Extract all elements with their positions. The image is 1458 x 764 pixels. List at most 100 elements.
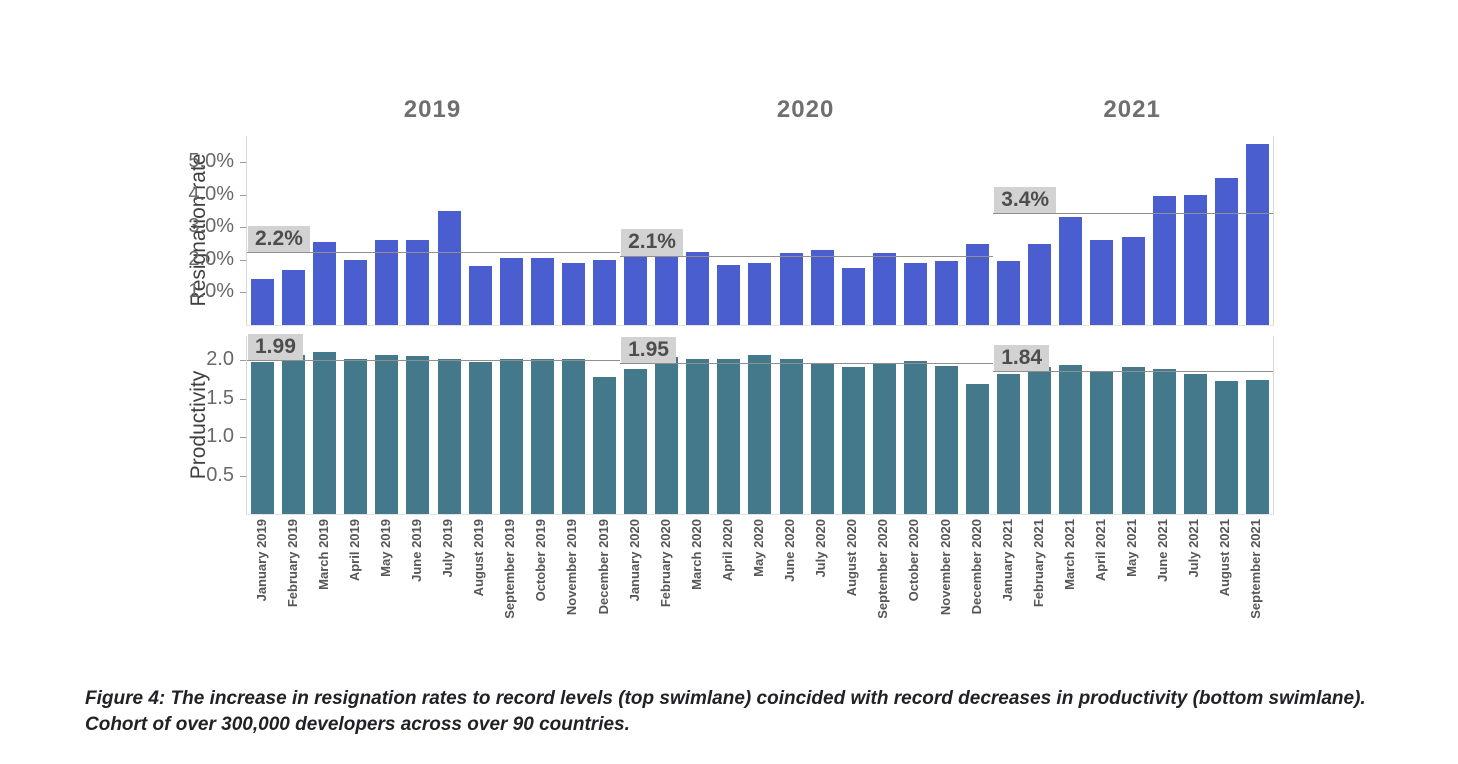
resignation-bar [561,263,585,325]
resignation-ytick-mark [240,292,246,294]
x-tick-label: August 2019 [471,519,487,597]
resignation-ytick-mark [240,194,246,196]
productivity-bar [313,352,337,514]
productivity-ytick-label: 1.5 [206,386,234,409]
productivity-bar [375,354,399,514]
resignation-bar [748,263,772,325]
productivity-bar [530,358,554,514]
productivity-bar [437,359,461,514]
x-tick-label: July 2019 [440,519,455,578]
productivity-bar [872,363,896,514]
x-tick-label: March 2021 [1061,519,1077,590]
resignation-bar [1059,217,1083,325]
x-tick-label: April 2019 [346,519,362,582]
x-tick-label: June 2021 [1155,519,1171,582]
resignation-bar [1152,196,1176,325]
resignation-bar [251,279,274,325]
productivity-bar [966,383,990,514]
productivity-ytick-mark [240,437,246,438]
resignation-ytick-label: 2.0% [188,247,234,270]
x-tick-label: April 2021 [1093,519,1108,582]
productivity-ytick-label: 1.0 [206,425,234,447]
productivity-bar [1245,380,1269,514]
productivity-bar [1152,368,1176,514]
x-tick-label: October 2019 [533,519,549,602]
productivity-bar [1090,370,1114,514]
resignation-bar [437,210,461,325]
productivity-bar [655,356,679,514]
productivity-bar [499,359,523,514]
productivity-bar [1214,380,1238,514]
x-tick-label: May 2020 [751,519,766,577]
resignation-bar [1214,178,1238,325]
resignation-average-line-2019 [247,252,621,254]
x-tick-label: December 2020 [968,519,984,615]
resignation-bar [841,267,865,325]
productivity-ytick-label: 0.5 [206,463,234,486]
x-tick-label: September 2021 [1248,519,1264,619]
resignation-bar [779,253,803,325]
resignation-bar [530,258,554,325]
x-tick-label: September 2020 [875,519,891,619]
x-tick-label: September 2019 [502,519,518,619]
productivity-bar [406,356,430,514]
x-tick-label: February 2019 [284,519,300,608]
productivity-bar [468,362,492,514]
resignation-bar [1028,243,1052,325]
productivity-bar [1059,364,1083,514]
resignation-bar [872,253,896,325]
x-tick-label: April 2020 [719,519,735,582]
productivity-average-line-2019 [247,359,621,361]
productivity-bar [1121,366,1145,514]
productivity-average-line-2020 [620,362,994,364]
x-tick-label: February 2021 [1030,519,1046,608]
x-tick-label: January 2021 [999,519,1015,602]
productivity-bar [282,354,306,514]
x-tick-label: October 2020 [906,519,922,602]
resignation-ytick-mark [240,259,246,261]
productivity-bar [624,368,648,514]
resignation-ytick-mark [240,162,246,163]
x-tick-label: January 2020 [626,519,642,602]
productivity-ytick-label: 2.0 [206,348,234,370]
productivity-bar [779,358,803,514]
productivity-average-label-2021: 1.84 [994,345,1050,372]
resignation-bar [903,263,927,325]
productivity-ytick-mark [240,475,246,477]
resignation-average-label-2020: 2.1% [621,229,683,256]
resignation-bar [935,261,958,325]
productivity-bar [717,358,741,514]
resignation-ytick-label: 3.0% [188,215,234,238]
year-label-2020: 2020 [776,96,835,123]
productivity-average-line-2021 [993,371,1273,373]
resignation-bar [344,259,368,325]
resignation-bar [375,240,399,325]
x-tick-label: June 2020 [782,519,797,582]
resignation-bar [717,264,741,325]
x-tick-label: March 2019 [315,519,331,590]
x-tick-label: November 2019 [564,519,580,616]
resignation-bar [810,250,834,325]
resignation-bar [1183,194,1207,325]
resignation-bar [624,254,648,325]
resignation-bar [406,240,430,325]
x-tick-label: July 2021 [1186,519,1202,578]
x-tick-label: November 2020 [937,519,953,616]
productivity-ytick-mark [240,360,246,361]
resignation-bar [1090,240,1114,325]
productivity-bar [810,363,834,514]
productivity-average-label-2020: 1.95 [621,336,676,363]
resignation-bar [499,258,523,325]
resignation-bar [282,269,306,325]
resignation-bar [468,266,492,325]
productivity-bar [561,359,585,514]
figure-caption: Figure 4: The increase in resignation ra… [85,688,1366,736]
x-tick-label: August 2021 [1217,519,1233,597]
resignation-average-line-2020 [620,255,994,257]
productivity-bar [935,366,958,514]
year-label-2021: 2021 [1103,96,1161,123]
resignation-average-label-2021: 3.4% [994,187,1057,214]
resignation-bar [313,241,337,325]
productivity-bar [686,358,710,514]
resignation-bar [1121,237,1145,325]
